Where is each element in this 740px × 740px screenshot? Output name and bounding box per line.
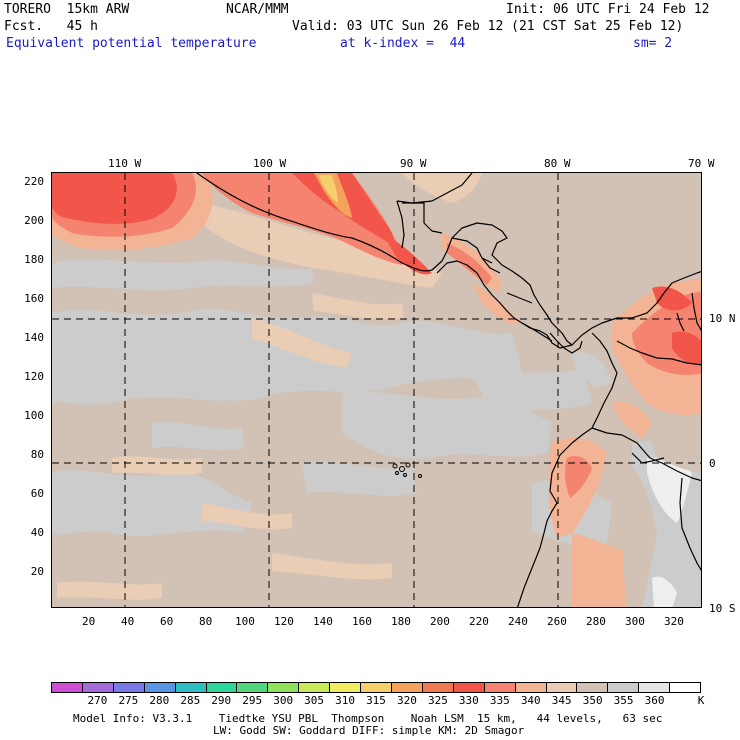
color-scale-cell [670,683,701,692]
x-tick: 20 [82,615,96,628]
color-scale-cell [608,683,640,692]
coastlines [196,173,701,607]
galapagos-islands [392,462,422,478]
color-scale-cell [453,683,485,692]
lon-label: 80 W [544,157,571,170]
color-scale-label: 280 [149,694,170,707]
org-label: NCAR/MMM [226,2,289,17]
color-scale-label: 315 [366,694,386,707]
color-scale-cell [82,683,114,692]
color-scale-cell [268,683,300,692]
color-scale-cell [577,683,609,692]
color-scale-label: 305 [304,694,325,707]
y-tick: 100 [24,409,44,422]
x-tick: 320 [664,615,684,628]
color-scale-label: 355 [613,694,634,707]
color-scale-label: 335 [489,694,510,707]
color-scale-label: 340 [520,694,541,707]
y-tick: 220 [24,175,44,188]
model-title: TORERO 15km ARW [4,2,130,17]
color-scale-label: 350 [582,694,603,707]
model-info-line2: LW: Godd SW: Goddard DIFF: simple KM: 2D… [213,724,525,737]
y-tick: 60 [30,487,44,500]
color-scale-cell [330,683,362,692]
color-scale-cell [639,683,671,692]
map-panel [51,172,702,608]
color-scale-label: 310 [335,694,355,707]
init-time: Init: 06 UTC Fri 24 Feb 12 [506,2,710,17]
temperature-field-map [52,173,701,607]
peach-regions [57,203,442,600]
color-scale-label: 275 [118,694,139,707]
lon-label: 90 W [400,157,427,170]
y-tick: 120 [24,370,44,383]
x-tick: 200 [430,615,450,628]
y-tick: 140 [24,331,44,344]
lat-label: 10 N [709,312,736,325]
color-scale-cell [361,683,392,692]
x-tick: 260 [547,615,567,628]
color-scale-label: 320 [397,694,417,707]
color-scale-cell [206,683,238,692]
lon-label: 110 W [108,157,142,170]
color-scale-unit: K [697,694,705,707]
smoothing-label: sm= 2 [633,36,673,51]
y-tick: 160 [24,292,44,305]
model-info-line1: Model Info: V3.3.1 Tiedtke YSU PBL Thomp… [73,712,663,725]
lon-label: 100 W [253,157,287,170]
field-name: Equivalent potential temperature [6,36,257,51]
level-label: at k-index = 44 [340,36,466,51]
color-scale-cell [52,683,83,692]
color-scale-label: 360 [644,694,665,707]
color-scale-cell [237,683,269,692]
x-tick: 280 [586,615,606,628]
graticule [52,173,701,607]
color-scale-label: 285 [180,694,201,707]
x-tick: 160 [352,615,372,628]
color-scale-label: 270 [87,694,108,707]
x-tick: 80 [199,615,213,628]
color-scale-cell [144,683,176,692]
warm-regions-south [548,278,701,607]
y-tick: 40 [30,526,44,539]
lat-label: 10 S [709,602,736,615]
x-tick: 120 [274,615,294,628]
x-tick: 240 [508,615,528,628]
x-tick: 300 [625,615,645,628]
color-scale-label: 345 [551,694,572,707]
color-scale-cell [113,683,145,692]
y-tick: 20 [30,565,44,578]
color-scale-cell [546,683,578,692]
andes-regions [623,441,701,607]
color-scale-label: 290 [211,694,232,707]
forecast-hour: Fcst. 45 h [4,19,98,34]
color-scale-label: 330 [458,694,479,707]
lon-label: 70 W [688,157,715,170]
y-tick: 80 [30,448,44,461]
color-scale-cell [299,683,331,692]
x-tick: 180 [391,615,411,628]
warm-regions-north [52,173,522,325]
color-scale-label: 300 [273,694,294,707]
y-tick: 180 [24,253,44,266]
lat-label: 0 [709,457,716,470]
valid-time: Valid: 03 UTC Sun 26 Feb 12 (21 CST Sat … [292,19,684,34]
color-scale-label: 325 [427,694,448,707]
color-scale-cell [391,683,423,692]
x-tick: 60 [160,615,174,628]
color-scale-cell [515,683,547,692]
color-scale-cell [484,683,516,692]
color-scale-cell [422,683,454,692]
color-scale-bar [51,682,701,693]
color-scale-cell [175,683,207,692]
x-tick: 40 [121,615,135,628]
x-tick: 100 [235,615,255,628]
x-tick: 220 [469,615,489,628]
y-tick: 200 [24,214,44,227]
x-tick: 140 [313,615,333,628]
color-scale-label: 295 [242,694,263,707]
